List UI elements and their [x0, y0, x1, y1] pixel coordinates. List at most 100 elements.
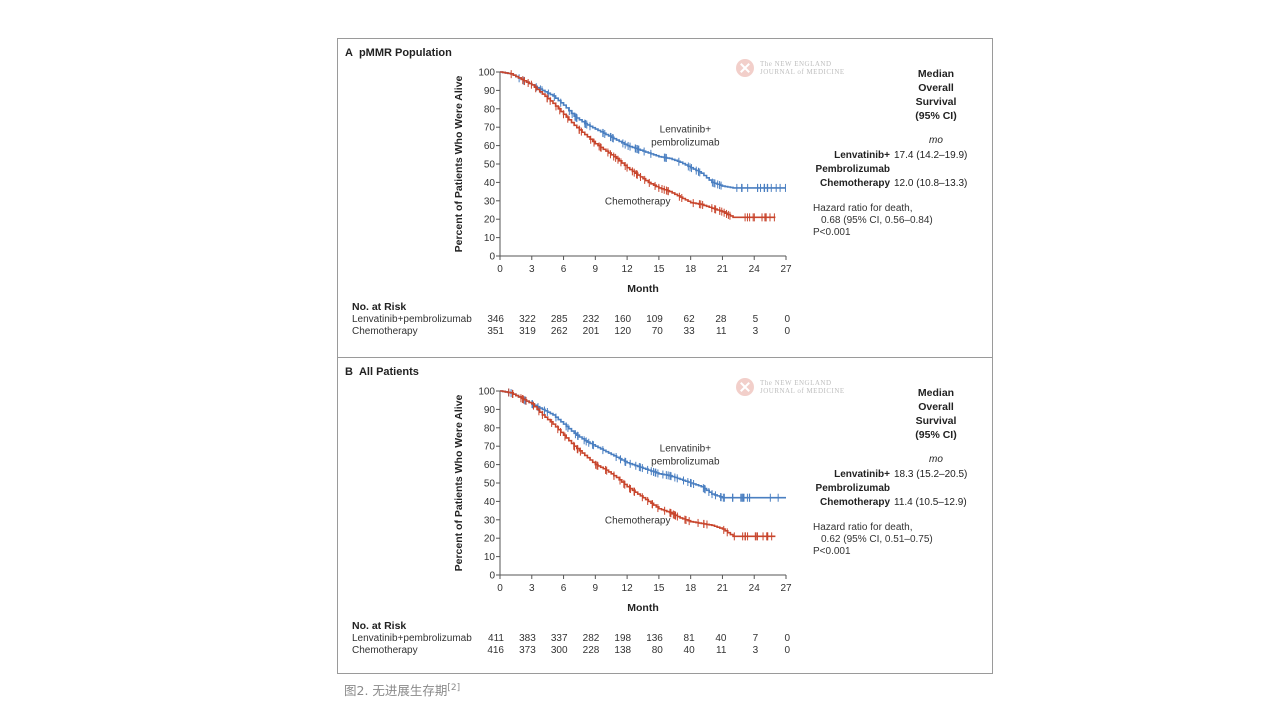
x-axis-title: Month: [627, 283, 659, 295]
censor-marks: [508, 388, 773, 541]
x-tick-label: 0: [497, 264, 503, 275]
risk-count: 383: [519, 633, 536, 644]
risk-count: 0: [784, 326, 790, 337]
risk-count: 411: [488, 633, 504, 644]
y-tick-label: 40: [484, 497, 496, 508]
arm-line: Pembrolizumab: [815, 483, 890, 494]
x-tick-label: 12: [622, 264, 634, 275]
risk-count: 0: [784, 633, 790, 644]
risk-count: 322: [519, 314, 536, 325]
km-plot: 0 10 20 30 40 50 60 70 80 90 100 0 3 6 9 12 15 18 21 24 27 Mo…: [453, 68, 792, 296]
risk-row: Chemotherapy 416 373 300 228 138 80 40 11 3 0: [352, 645, 812, 657]
x-tick-label: 0: [497, 583, 503, 594]
x-tick-label: 15: [653, 264, 665, 275]
risk-count: 11: [716, 326, 727, 337]
risk-count: 40: [683, 645, 695, 656]
risk-row: Lenvatinib+pembrolizumab 346 322 285 232 160…: [352, 314, 812, 326]
risk-count: 416: [487, 645, 504, 656]
risk-count: 262: [550, 326, 568, 337]
p-value: P<0.001: [813, 546, 851, 557]
hazard-value: 0.62 (95% CI, 0.51–0.75): [821, 534, 933, 545]
lenvatinib-pembrolizumab-curve: [500, 390, 786, 499]
risk-count: 80: [651, 645, 663, 656]
nejm-logo: The NEW ENGLAND JOURNAL of MEDICINE: [736, 59, 845, 77]
panel-letter: B: [345, 366, 353, 378]
y-tick-label: 30: [484, 515, 496, 526]
risk-count: 232: [582, 314, 600, 325]
arm-line: Lenvatinib+: [834, 150, 890, 161]
risk-count: 160: [614, 314, 632, 325]
risk-count: 201: [582, 326, 600, 337]
nejm-seal-icon: [736, 59, 754, 77]
risk-count: 3: [752, 326, 759, 337]
y-tick-label: 70: [484, 123, 496, 134]
x-tick-label: 21: [717, 583, 729, 594]
y-tick-label: 50: [484, 479, 496, 490]
censor-marks: [510, 70, 775, 222]
risk-count: 33: [683, 326, 695, 337]
x-tick-label: 24: [749, 264, 761, 275]
caption-reference: [2]: [447, 682, 461, 693]
curve-label-treatment: Lenvatinib+: [660, 444, 712, 455]
median-arm: Lenvatinib+ Pembrolizumab: [808, 149, 890, 177]
y-tick-label: 80: [484, 423, 496, 434]
x-tick-label: 18: [685, 264, 697, 275]
median-header-line: (95% CI): [915, 429, 957, 441]
risk-count: 373: [519, 645, 536, 656]
publisher-line2: JOURNAL of MEDICINE: [760, 68, 845, 76]
median-header-line: Median: [917, 387, 955, 399]
arm-line: Chemotherapy: [819, 497, 890, 508]
panel-letter: A: [345, 47, 353, 59]
lenvatinib-pembrolizumab-curve: [500, 71, 786, 189]
y-tick-label: 100: [478, 68, 495, 79]
y-tick-label: 80: [484, 104, 496, 115]
figure-caption: 图2. 无进展生存期[2]: [344, 680, 460, 699]
y-tick-label: 10: [484, 552, 496, 563]
hazard-ratio: Hazard ratio for death, 0.62 (95% CI, 0.…: [813, 522, 983, 558]
panel-title: B All Patients: [345, 366, 419, 378]
median-value: 12.0 (10.8–13.3): [894, 178, 968, 189]
arm-line: Lenvatinib+: [834, 469, 890, 480]
y-tick-label: 90: [484, 86, 496, 97]
censor-marks: [508, 388, 779, 502]
x-tick-label: 6: [561, 264, 567, 275]
x-tick-label: 21: [717, 264, 729, 275]
risk-count: 337: [550, 633, 568, 644]
risk-count: 351: [487, 326, 504, 337]
x-tick-label: 9: [593, 583, 599, 594]
panel-title-text: All Patients: [358, 366, 419, 378]
publisher-line1: The NEW ENGLAND: [760, 60, 832, 68]
x-tick-label: 24: [749, 583, 761, 594]
risk-count: 228: [582, 645, 600, 656]
median-value: 18.3 (15.2–20.5): [894, 469, 968, 480]
x-axis-title: Month: [627, 602, 659, 614]
nejm-logo: The NEW ENGLAND JOURNAL of MEDICINE: [736, 378, 845, 396]
risk-count: 346: [487, 314, 504, 325]
x-tick-label: 27: [780, 264, 792, 275]
caption-text: 图2. 无进展生存期: [344, 683, 448, 698]
median-header-line: Survival: [915, 96, 957, 108]
panel-b: B All Patients 0 10 20 30 40 50 60 70 80 90 100 0 3 6 9…: [338, 357, 992, 675]
y-tick-label: 100: [478, 387, 495, 398]
risk-arm: Chemotherapy: [352, 326, 418, 337]
censor-marks: [518, 74, 786, 192]
y-axis-title: Percent of Patients Who Were Alive: [453, 394, 465, 571]
hazard-value: 0.68 (95% CI, 0.56–0.84): [821, 215, 933, 226]
y-tick-label: 0: [489, 252, 495, 263]
x-tick-label: 15: [653, 583, 665, 594]
risk-count: 7: [752, 633, 759, 644]
risk-arm: Chemotherapy: [352, 645, 418, 656]
x-tick-label: 9: [593, 264, 599, 275]
risk-count: 3: [752, 645, 759, 656]
risk-count: 62: [683, 314, 695, 325]
risk-count: 109: [646, 314, 663, 325]
median-header: Median Overall Survival (95% CI): [908, 386, 964, 442]
risk-title: No. at Risk: [352, 620, 407, 632]
risk-count: 120: [614, 326, 632, 337]
risk-count: 319: [519, 326, 536, 337]
risk-count: 11: [716, 645, 727, 656]
curve-label-chemo: Chemotherapy: [605, 196, 671, 207]
y-tick-label: 90: [484, 405, 496, 416]
